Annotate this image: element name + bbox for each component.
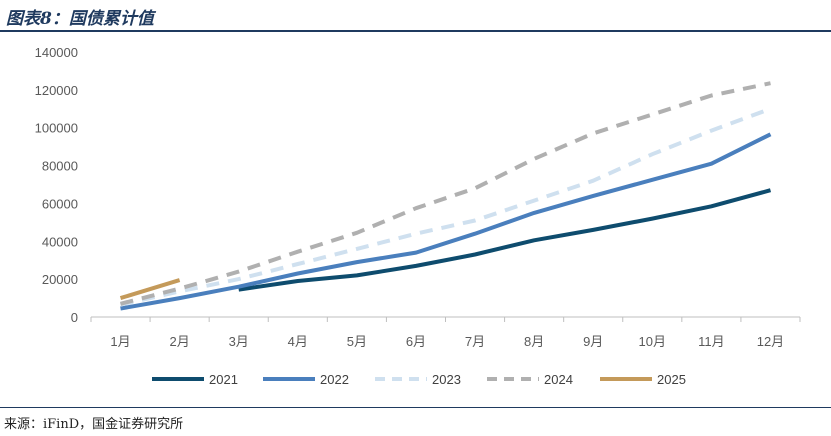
series-line-2022 [120,132,772,311]
source-note: 来源：iFinD，国金证券研究所 [4,417,184,432]
x-tick-label: 9月 [583,334,603,349]
line-chart: 0 20000 40000 60000 80000 100000 120000 140000 1… [35,45,801,387]
x-tick-label: 4月 [288,334,308,349]
legend-label-2024: 2024 [544,372,573,387]
legend-label-2023: 2023 [432,372,461,387]
x-tick-label: 1月 [110,334,130,349]
x-tick-label: 12月 [757,334,784,349]
x-tick-label: 10月 [639,334,666,349]
x-tick-label: 7月 [465,334,485,349]
y-tick-label: 0 [71,310,78,325]
legend-label-2025: 2025 [657,372,686,387]
x-tick-label: 3月 [229,334,249,349]
series-line-2023 [120,106,772,307]
x-tick-label: 11月 [698,334,725,349]
x-tick-label: 6月 [406,334,426,349]
series-line-2025 [119,278,181,301]
legend-label-2022: 2022 [320,372,349,387]
y-tick-label: 100000 [35,121,78,136]
y-tick-label: 80000 [42,159,78,174]
chart-title: 图表8：国债累计值 [6,9,154,29]
series-line-2024 [120,81,771,306]
x-tick-label: 5月 [347,334,367,349]
y-tick-label: 20000 [42,272,78,287]
series-line-2021 [238,188,772,292]
y-tick-label: 60000 [42,196,78,211]
title-divider [0,30,831,32]
legend-label-2021: 2021 [209,372,238,387]
y-tick-label: 120000 [35,83,78,98]
footer-divider [0,407,831,408]
y-tick-label: 40000 [42,234,78,249]
x-tick-label: 2月 [170,334,190,349]
x-tick-label: 8月 [524,334,544,349]
y-tick-label: 140000 [35,45,78,60]
